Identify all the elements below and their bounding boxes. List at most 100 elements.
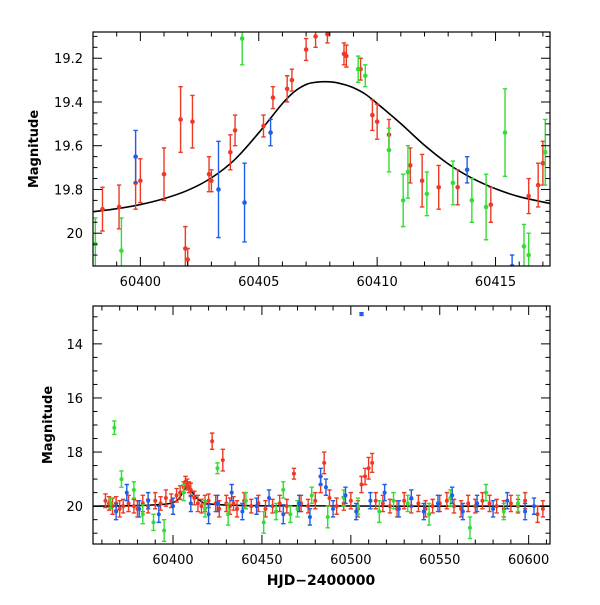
data-marker (373, 498, 378, 503)
data-point (273, 502, 279, 521)
data-marker (469, 198, 475, 203)
data-point (366, 456, 371, 480)
data-marker (267, 496, 272, 501)
data-marker (334, 504, 339, 509)
data-marker (475, 501, 480, 506)
data-marker (226, 512, 231, 517)
data-marker (231, 501, 236, 506)
data-marker (400, 198, 406, 203)
data-point (202, 500, 208, 518)
data-point (281, 481, 286, 499)
data-point (225, 502, 231, 526)
data-marker (377, 509, 382, 514)
data-marker (451, 504, 456, 509)
data-marker (450, 180, 456, 186)
error-bar (509, 254, 515, 266)
data-point (303, 37, 309, 62)
data-point (181, 483, 186, 502)
data-marker (487, 501, 492, 506)
data-point (188, 494, 194, 513)
data-point (535, 162, 541, 208)
data-marker (249, 504, 254, 509)
data-point (117, 500, 122, 518)
data-marker (502, 130, 508, 135)
data-point (183, 225, 188, 266)
data-point (391, 491, 396, 510)
data-point (380, 494, 386, 513)
data-point (483, 483, 489, 502)
data-point (469, 177, 475, 223)
data-marker (289, 77, 295, 83)
data-point (313, 491, 318, 510)
x-tick-label: 60550 (419, 553, 460, 568)
data-marker (407, 163, 413, 168)
data-marker (284, 86, 290, 92)
data-point (131, 498, 137, 514)
series-2 (113, 312, 537, 526)
data-marker (523, 509, 528, 514)
data-marker (119, 477, 124, 482)
data-marker (188, 501, 193, 506)
data-point (348, 491, 354, 510)
data-point (249, 498, 254, 514)
data-point (464, 155, 470, 184)
data-point (508, 494, 514, 513)
data-marker (483, 490, 488, 495)
data-marker (151, 520, 156, 525)
top-panel-ticks (92, 32, 550, 267)
data-point (377, 500, 382, 524)
data-point (341, 42, 347, 66)
data-marker (103, 498, 108, 503)
y-tick-label: 19.4 (54, 96, 83, 111)
data-marker (178, 117, 183, 122)
data-marker (535, 182, 541, 188)
data-point (228, 134, 233, 171)
data-marker (354, 509, 359, 514)
data-point (355, 55, 361, 83)
data-marker (467, 525, 472, 530)
data-marker (483, 204, 489, 210)
data-marker (488, 202, 494, 208)
data-point (382, 483, 387, 502)
data-point (362, 467, 368, 486)
data-marker (270, 504, 275, 509)
data-marker (297, 501, 302, 506)
data-marker (295, 506, 300, 511)
data-marker (217, 506, 222, 511)
data-marker (210, 439, 215, 444)
data-point (270, 498, 275, 514)
data-marker (309, 493, 314, 498)
data-marker (313, 498, 318, 503)
bottom-panel-full: 60400 60450 60500 60550 60600 14 16 18 20 Magnit… (41, 305, 551, 589)
data-point (344, 44, 349, 68)
data-marker (112, 425, 117, 430)
data-point (373, 491, 378, 510)
data-marker (215, 501, 220, 506)
data-marker (359, 482, 364, 487)
data-marker (178, 490, 183, 495)
model-curve (93, 80, 550, 213)
data-point (325, 32, 330, 44)
data-point (426, 502, 432, 526)
series-0 (100, 32, 546, 266)
data-point (138, 158, 143, 204)
data-point (220, 448, 226, 472)
data-marker (436, 184, 442, 190)
data-point (369, 452, 375, 474)
data-marker (531, 504, 536, 509)
data-marker (387, 504, 392, 509)
top-panel-frame (92, 31, 551, 267)
data-marker (235, 506, 240, 511)
data-point (240, 502, 245, 521)
data-point (216, 140, 221, 239)
data-marker (370, 112, 375, 118)
data-marker (466, 501, 471, 506)
data-marker (206, 512, 211, 517)
data-marker (380, 501, 385, 506)
data-point (505, 491, 510, 510)
data-point (289, 68, 295, 92)
data-point (192, 490, 197, 506)
data-point (297, 494, 302, 513)
data-point (487, 494, 492, 513)
